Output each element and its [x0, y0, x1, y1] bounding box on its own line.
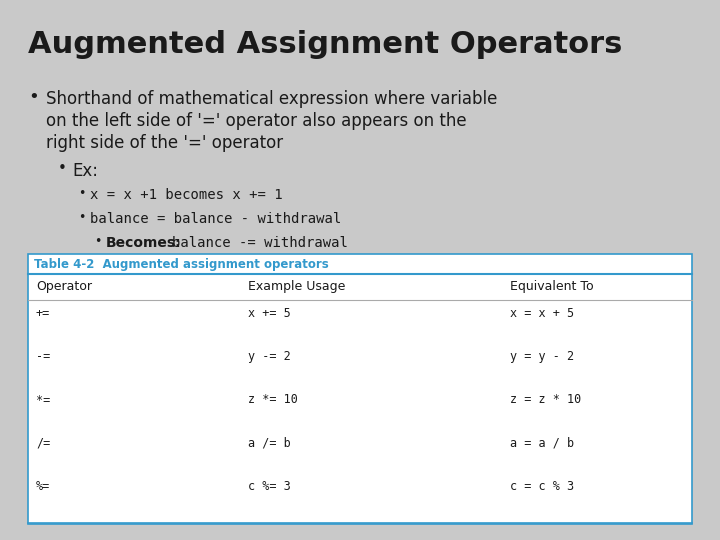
Text: /=: /=	[36, 437, 50, 450]
Text: +=: +=	[36, 307, 50, 320]
FancyBboxPatch shape	[28, 254, 692, 524]
Text: *=: *=	[36, 394, 50, 407]
Text: on the left side of '=' operator also appears on the: on the left side of '=' operator also ap…	[46, 112, 467, 130]
Text: right side of the '=' operator: right side of the '=' operator	[46, 134, 283, 152]
Text: x = x +1 becomes x += 1: x = x +1 becomes x += 1	[90, 188, 283, 202]
Text: a /= b: a /= b	[248, 437, 291, 450]
Text: a = a / b: a = a / b	[510, 437, 574, 450]
Text: y = y - 2: y = y - 2	[510, 350, 574, 363]
Text: Augmented Assignment Operators: Augmented Assignment Operators	[28, 30, 622, 59]
Text: Equivalent To: Equivalent To	[510, 280, 593, 293]
Text: z = z * 10: z = z * 10	[510, 394, 581, 407]
Text: balance -= withdrawal: balance -= withdrawal	[172, 236, 348, 250]
Text: %=: %=	[36, 480, 50, 493]
Text: x = x + 5: x = x + 5	[510, 307, 574, 320]
Text: c %= 3: c %= 3	[248, 480, 291, 493]
Text: Example Usage: Example Usage	[248, 280, 346, 293]
Text: -=: -=	[36, 350, 50, 363]
Text: c = c % 3: c = c % 3	[510, 480, 574, 493]
Text: •: •	[78, 187, 86, 200]
Text: Becomes:: Becomes:	[106, 236, 181, 250]
Text: Shorthand of mathematical expression where variable: Shorthand of mathematical expression whe…	[46, 90, 498, 108]
Text: y -= 2: y -= 2	[248, 350, 291, 363]
Text: Operator: Operator	[36, 280, 92, 293]
Text: x += 5: x += 5	[248, 307, 291, 320]
Text: z *= 10: z *= 10	[248, 394, 298, 407]
Text: •: •	[28, 88, 39, 106]
Text: Table 4-2  Augmented assignment operators: Table 4-2 Augmented assignment operators	[34, 258, 329, 271]
Text: balance = balance - withdrawal: balance = balance - withdrawal	[90, 212, 341, 226]
Text: •: •	[94, 235, 102, 248]
Text: •: •	[78, 211, 86, 224]
Text: Ex:: Ex:	[72, 162, 98, 180]
Text: •: •	[58, 161, 67, 176]
